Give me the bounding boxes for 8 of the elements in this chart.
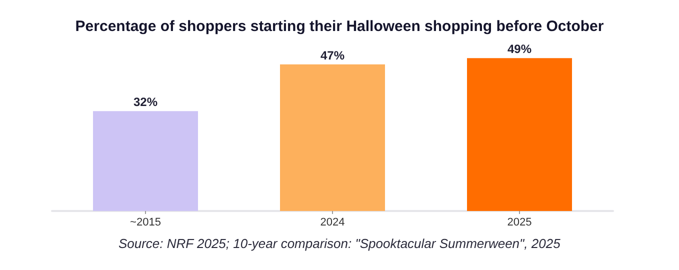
x-tick-label: 2025 [507, 216, 532, 228]
x-tick-label: ~2015 [130, 216, 161, 228]
data-label: 32% [133, 95, 158, 110]
source-note: Source: NRF 2025; 10-year comparison: "Spooktacular Summerween", 2025 [118, 236, 562, 251]
chart-title: Percentage of shoppers starting their Halloween shopping before October [75, 18, 604, 35]
data-label: 49% [507, 42, 532, 56]
data-label: 47% [320, 48, 345, 62]
x-tick-label: 2024 [320, 216, 345, 228]
